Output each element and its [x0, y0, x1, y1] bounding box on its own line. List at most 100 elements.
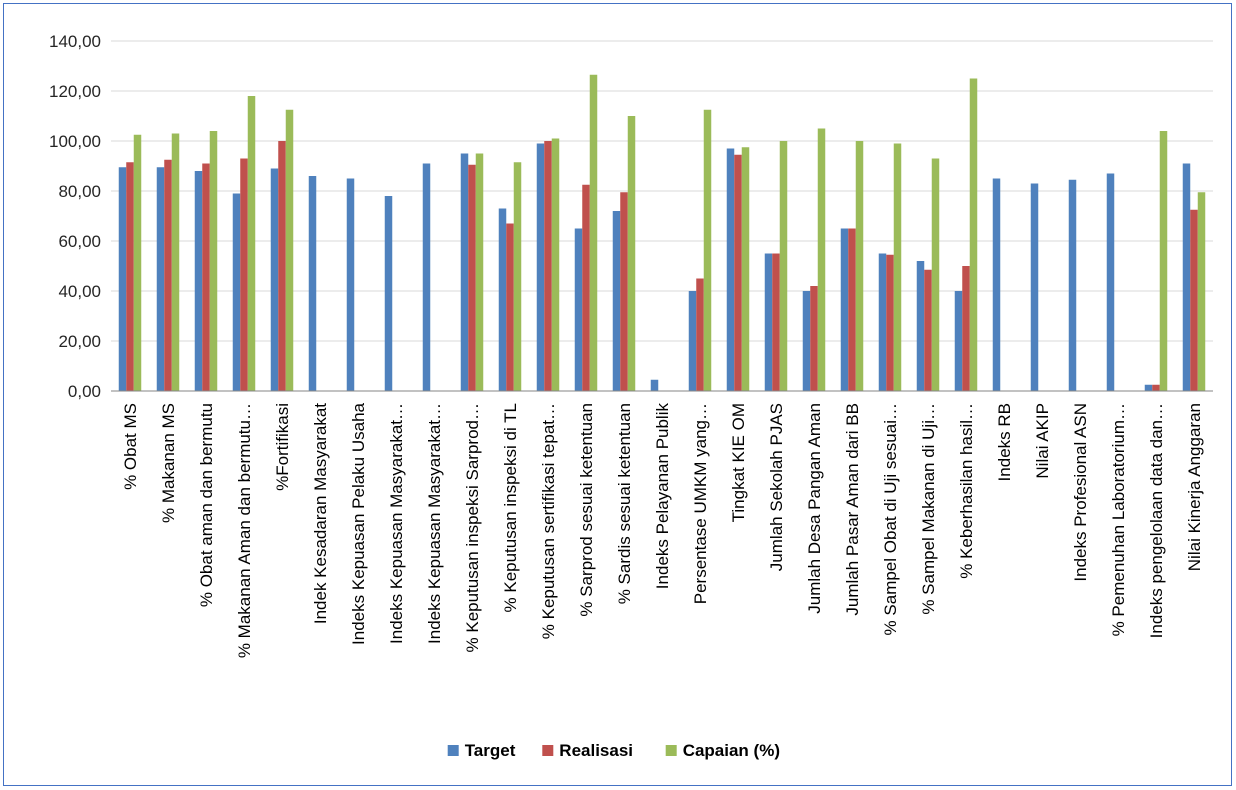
clustered-bar-chart: 0,00 20,00 40,00 60,00 80,00 100,00 120,00 140,… — [49, 32, 1213, 760]
x-tick-label: Indeks Kepuasan Masyarakat… — [425, 403, 444, 644]
x-tick-label: Indeks Kepuasan Pelaku Usaha — [349, 402, 368, 644]
bar-capaian-16 — [741, 147, 750, 391]
bar-realisasi-0 — [126, 162, 134, 391]
bar-capaian-27 — [1159, 131, 1168, 391]
x-tick-label: %Fortifikasi — [273, 403, 292, 491]
x-tick-label: % Keputusan inspeksi Sarprod… — [463, 403, 482, 652]
bar-target-4 — [270, 168, 279, 391]
x-tick-label: % Sampel Makanan di Uji… — [919, 403, 938, 615]
bars — [118, 74, 1206, 391]
bar-capaian-22 — [969, 78, 978, 391]
bar-realisasi-1 — [164, 159, 172, 391]
bar-capaian-21 — [931, 158, 940, 391]
bar-capaian-4 — [285, 109, 294, 391]
bar-target-22 — [954, 291, 963, 391]
bar-capaian-19 — [855, 141, 864, 391]
bar-capaian-2 — [209, 131, 218, 391]
x-tick-label: % Sampel Obat di Uji sesuai… — [881, 403, 900, 635]
bar-target-8 — [422, 163, 431, 391]
x-tick-label: % Sarprod sesuai ketentuan — [577, 403, 596, 617]
y-tick-label: 60,00 — [58, 232, 101, 251]
legend-swatch-capaian — [665, 745, 677, 756]
x-tick-label: Indeks Kepuasan Masyarakat… — [387, 403, 406, 644]
bar-realisasi-3 — [240, 158, 248, 391]
bar-target-11 — [536, 143, 545, 391]
y-tick-label: 80,00 — [58, 182, 101, 201]
bar-realisasi-27 — [1152, 384, 1160, 391]
bar-target-14 — [650, 379, 659, 391]
bar-capaian-1 — [171, 133, 180, 391]
x-tick-label: % Obat MS — [121, 403, 140, 490]
x-tick-label: Jumlah Pasar Aman dari BB — [843, 403, 862, 616]
x-tick-label: % Keputusan inspeksi di TL — [501, 403, 520, 612]
x-tick-label: Indeks pengelolaan data dan… — [1147, 403, 1166, 638]
bar-target-7 — [384, 196, 393, 391]
x-tick-label: Indeks Profesional ASN — [1071, 403, 1090, 582]
x-tick-label: Persentase UMKM yang… — [691, 403, 710, 604]
bar-capaian-9 — [475, 153, 484, 391]
legend-swatch-realisasi — [542, 745, 554, 756]
bar-realisasi-16 — [734, 154, 742, 391]
bar-realisasi-4 — [278, 141, 286, 391]
bar-realisasi-18 — [810, 286, 818, 391]
bar-realisasi-10 — [506, 223, 514, 391]
gridlines — [111, 40, 1213, 392]
bar-target-20 — [878, 253, 887, 391]
legend-swatch-target — [447, 745, 459, 756]
x-tick-label: % Keberhasilan hasil… — [957, 403, 976, 579]
bar-target-0 — [118, 167, 127, 391]
bar-realisasi-22 — [962, 266, 970, 391]
bar-target-13 — [612, 211, 621, 391]
y-tick-label: 140,00 — [49, 32, 101, 51]
bar-capaian-28 — [1197, 192, 1206, 391]
bar-capaian-18 — [817, 128, 826, 391]
bar-target-26 — [1106, 173, 1115, 391]
bar-capaian-3 — [247, 96, 256, 391]
bar-target-1 — [156, 167, 165, 391]
legend: Target Realisasi Capaian (%) — [447, 741, 780, 760]
bar-target-19 — [840, 228, 849, 391]
x-tick-label: Nilai AKIP — [1033, 403, 1052, 479]
legend-label-target: Target — [465, 741, 516, 760]
x-tick-label: Indeks RB — [995, 403, 1014, 481]
bar-realisasi-19 — [848, 228, 856, 391]
bar-realisasi-21 — [924, 269, 932, 391]
x-tick-label: Jumlah Desa Pangan Aman — [805, 403, 824, 614]
x-tick-label: % Keputusan sertifikasi tepat… — [539, 403, 558, 639]
x-tick-label: % Makanan Aman dan bermutu… — [235, 403, 254, 658]
x-tick-label: Tingkat KIE OM — [729, 403, 748, 522]
bar-capaian-11 — [551, 138, 560, 391]
bar-target-5 — [308, 176, 317, 391]
bar-realisasi-9 — [468, 164, 476, 391]
x-tick-label: % Sardis sesuai ketentuan — [615, 403, 634, 604]
x-tick-label: Indeks Pelayanan Publik — [653, 403, 672, 590]
bar-target-25 — [1068, 179, 1077, 391]
bar-target-9 — [460, 153, 469, 391]
bar-target-16 — [726, 148, 735, 391]
bar-capaian-15 — [703, 109, 712, 391]
bar-target-23 — [992, 178, 1001, 391]
bar-realisasi-12 — [582, 184, 590, 391]
x-tick-label: Indek Kesadaran Masyarakat — [311, 403, 330, 624]
bar-capaian-12 — [589, 74, 598, 391]
y-tick-label: 0,00 — [68, 382, 101, 401]
bar-target-24 — [1030, 183, 1039, 391]
y-tick-label: 40,00 — [58, 282, 101, 301]
bar-target-27 — [1144, 384, 1153, 391]
chart-frame: 0,00 20,00 40,00 60,00 80,00 100,00 120,00 140,… — [3, 3, 1232, 786]
bar-realisasi-13 — [620, 192, 628, 391]
legend-label-realisasi: Realisasi — [559, 741, 633, 760]
bar-capaian-20 — [893, 143, 902, 391]
x-tick-label: % Pemenuhan Laboratorium… — [1109, 403, 1128, 636]
bar-target-3 — [232, 193, 241, 391]
bar-target-18 — [802, 291, 811, 391]
bar-realisasi-2 — [202, 163, 210, 391]
bar-target-2 — [194, 171, 203, 391]
y-tick-label: 20,00 — [58, 332, 101, 351]
bar-capaian-10 — [513, 162, 522, 391]
x-tick-label: Jumlah Sekolah PJAS — [767, 403, 786, 571]
legend-label-capaian: Capaian (%) — [683, 741, 780, 760]
bar-target-21 — [916, 261, 925, 391]
bar-realisasi-15 — [696, 278, 704, 391]
bar-target-15 — [688, 291, 697, 391]
